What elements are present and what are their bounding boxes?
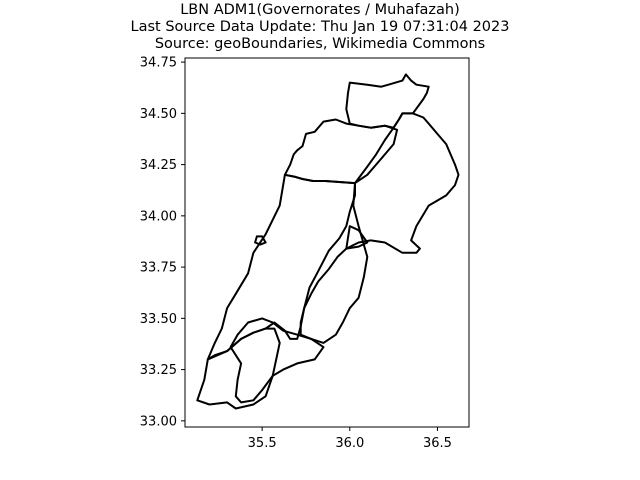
y-tick-label: 34.00: [140, 209, 177, 224]
y-tick-label: 34.50: [140, 107, 177, 122]
y-tick-label: 34.25: [140, 158, 177, 173]
y-tick-label: 33.25: [140, 363, 177, 378]
map-title-line-1: LBN ADM1(Governorates / Muhafazah): [180, 2, 460, 18]
map-title-line-2: Last Source Data Update: Thu Jan 19 07:3…: [130, 19, 510, 35]
region-baalbek-hermel: [345, 225, 369, 250]
map-title: LBN ADM1(Governorates / Muhafazah) Last …: [0, 2, 640, 53]
x-tick-label: 35.5: [248, 436, 277, 451]
y-tick-label: 33.50: [140, 312, 177, 327]
region-outlines: [196, 73, 460, 410]
x-axis-ticks: 35.5 36.0 36.5: [248, 427, 452, 451]
y-tick-label: 33.75: [140, 261, 177, 276]
region-bekaa: [299, 112, 460, 344]
y-tick-label: 34.75: [140, 56, 177, 71]
map-title-line-3: Source: geoBoundaries, Wikimedia Commons: [154, 36, 486, 52]
region-beirut: [254, 235, 267, 246]
y-axis-ticks: 33.00 33.25 33.50 33.75 34.00 34.25 34.50 34.75: [140, 56, 185, 429]
x-tick-label: 36.5: [423, 436, 452, 451]
x-tick-label: 36.0: [335, 436, 364, 451]
region-nabatieh: [229, 317, 325, 404]
plot-frame: [184, 57, 470, 428]
y-tick-label: 33.00: [140, 414, 177, 429]
